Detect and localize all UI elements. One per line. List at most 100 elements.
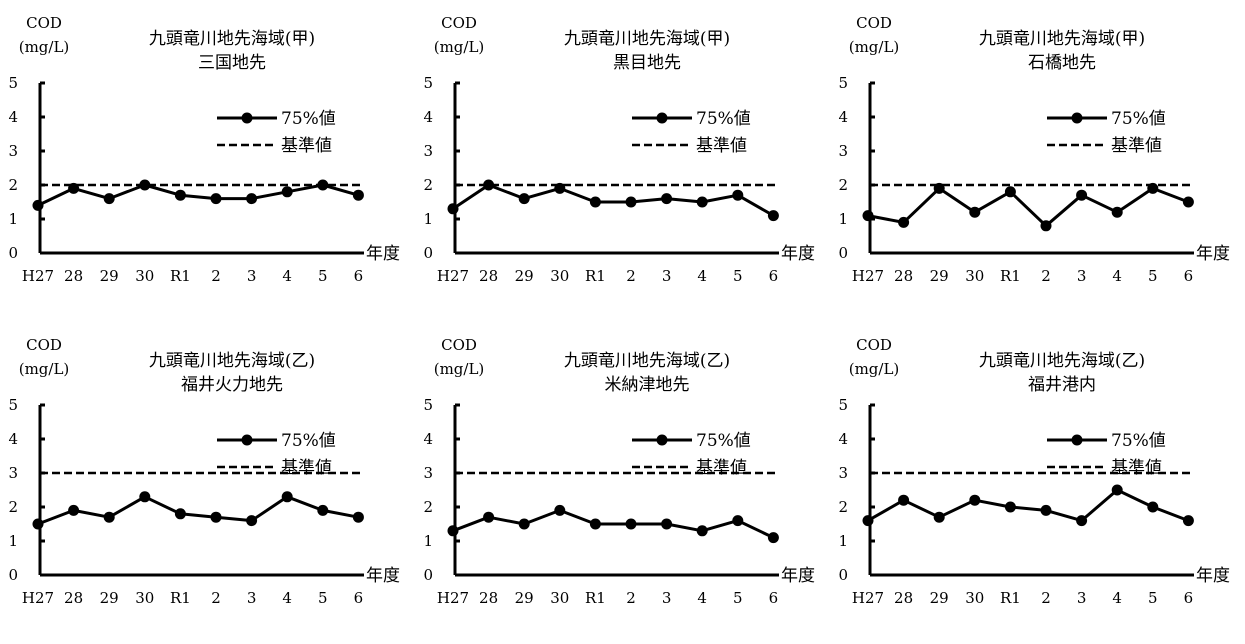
x-tick-label: 2 <box>1041 267 1051 285</box>
chart-panel: 九頭竜川地先海域(甲) 三国地先 COD (mg/L) 0 1 2 3 4 5 H27 28 29 30 R… <box>0 0 415 322</box>
chart-subtitle: 米納津地先 <box>605 375 690 395</box>
x-tick-label: 30 <box>550 267 569 285</box>
chart-panel: 九頭竜川地先海域(甲) 黒目地先 COD (mg/L) 0 1 2 3 4 5 H27 28 29 30 R… <box>415 0 830 322</box>
y-tick-label: 4 <box>8 430 18 448</box>
legend-swatch-marker <box>1071 112 1083 124</box>
data-point <box>898 216 910 228</box>
y-tick-label: 4 <box>423 108 433 126</box>
data-point <box>554 504 566 516</box>
x-tick-label: R1 <box>1000 267 1021 285</box>
x-tick-label: 30 <box>965 589 984 607</box>
legend-label: 基準値 <box>696 136 747 156</box>
y-tick-label: 0 <box>423 244 433 262</box>
y-tick-label: 0 <box>8 244 18 262</box>
series-line <box>37 183 359 207</box>
x-tick-label: 2 <box>626 589 636 607</box>
data-point <box>32 518 44 530</box>
x-tick-label: 4 <box>282 267 292 285</box>
chart-panel: 九頭竜川地先海域(乙) 福井火力地先 COD (mg/L) 0 1 2 3 4 5 H27 28 29 3… <box>0 322 415 644</box>
y-axis-unit: (mg/L) <box>849 38 900 56</box>
y-tick-label: 5 <box>423 74 433 92</box>
legend-swatch-marker <box>656 112 668 124</box>
legend-label: 基準値 <box>1111 136 1162 156</box>
x-tick-label: 6 <box>769 589 779 607</box>
legend-swatch-marker <box>1071 434 1083 446</box>
chart-subtitle: 黒目地先 <box>613 53 681 73</box>
x-tick-label: H27 <box>437 267 469 285</box>
y-tick-label: 5 <box>8 74 18 92</box>
chart-svg: 九頭竜川地先海域(甲) 三国地先 COD (mg/L) 0 1 2 3 4 5 H27 28 29 30 R… <box>8 14 400 285</box>
x-tick-label: 5 <box>1148 267 1158 285</box>
y-tick-label: 0 <box>423 566 433 584</box>
legend-label: 基準値 <box>281 458 332 478</box>
y-tick-label: 5 <box>838 74 848 92</box>
y-tick-label: 4 <box>838 430 848 448</box>
data-point <box>210 193 222 205</box>
y-axis-label: COD <box>856 336 892 354</box>
x-tick-label: 28 <box>894 589 913 607</box>
data-point <box>589 518 601 530</box>
x-tick-label: 4 <box>1112 267 1122 285</box>
y-tick-label: 2 <box>8 498 18 516</box>
y-tick-label: 3 <box>838 464 848 482</box>
x-tick-label: 30 <box>135 267 154 285</box>
x-tick-label: 29 <box>930 589 949 607</box>
y-tick-label: 5 <box>8 396 18 414</box>
data-point <box>174 508 186 520</box>
data-point <box>732 515 744 527</box>
chart-subtitle: 福井港内 <box>1028 375 1096 395</box>
x-tick-label: H27 <box>852 267 884 285</box>
x-tick-label: 5 <box>318 589 328 607</box>
chart-panel: 九頭竜川地先海域(乙) 米納津地先 COD (mg/L) 0 1 2 3 4 5 H27 28 29 30… <box>415 322 830 644</box>
series-line <box>452 508 775 539</box>
y-tick-label: 0 <box>838 566 848 584</box>
data-point <box>139 491 151 503</box>
data-point <box>1111 484 1123 496</box>
x-axis-label: 年度 <box>1196 244 1230 264</box>
chart-title: 九頭竜川地先海域(甲) <box>149 29 315 49</box>
x-tick-label: 5 <box>318 267 328 285</box>
data-point <box>483 511 495 523</box>
chart-title: 九頭竜川地先海域(乙) <box>149 351 315 371</box>
data-point <box>210 511 222 523</box>
y-tick-label: 5 <box>838 396 848 414</box>
chart-svg: 九頭竜川地先海域(乙) 福井火力地先 COD (mg/L) 0 1 2 3 4 5 H27 28 29 3… <box>8 336 400 607</box>
y-tick-label: 1 <box>423 532 433 550</box>
data-point <box>281 186 293 198</box>
data-point <box>32 199 44 211</box>
chart-subtitle: 福井火力地先 <box>181 375 283 395</box>
y-axis-label: COD <box>26 14 62 32</box>
x-tick-label: H27 <box>22 267 54 285</box>
chart-svg: 九頭竜川地先海域(乙) 福井港内 COD (mg/L) 0 1 2 3 4 5 H27 28 29 30 R… <box>838 336 1230 607</box>
data-point <box>767 532 779 544</box>
series-line <box>452 183 775 217</box>
x-tick-label: 3 <box>247 589 257 607</box>
x-axis-label: 年度 <box>1196 566 1230 586</box>
data-point <box>732 189 744 201</box>
y-tick-label: 2 <box>423 176 433 194</box>
data-point <box>969 206 981 218</box>
x-tick-label: 28 <box>894 267 913 285</box>
y-tick-label: 1 <box>8 532 18 550</box>
data-point <box>969 494 981 506</box>
x-tick-label: R1 <box>585 267 606 285</box>
data-point <box>281 491 293 503</box>
data-point <box>589 196 601 208</box>
legend-label: 75%値 <box>1111 109 1166 129</box>
legend-label: 75%値 <box>1111 431 1166 451</box>
data-point <box>103 511 115 523</box>
x-tick-label: 2 <box>626 267 636 285</box>
legend-swatch-marker <box>241 112 253 124</box>
data-point <box>518 193 530 205</box>
data-point <box>246 193 258 205</box>
x-tick-label: H27 <box>852 589 884 607</box>
data-point <box>447 525 459 537</box>
y-tick-label: 0 <box>838 244 848 262</box>
chart-title: 九頭竜川地先海域(乙) <box>979 351 1145 371</box>
data-point <box>352 511 364 523</box>
data-point <box>1004 501 1016 513</box>
y-tick-label: 4 <box>8 108 18 126</box>
data-point <box>317 504 329 516</box>
y-tick-label: 3 <box>8 142 18 160</box>
data-point <box>898 494 910 506</box>
